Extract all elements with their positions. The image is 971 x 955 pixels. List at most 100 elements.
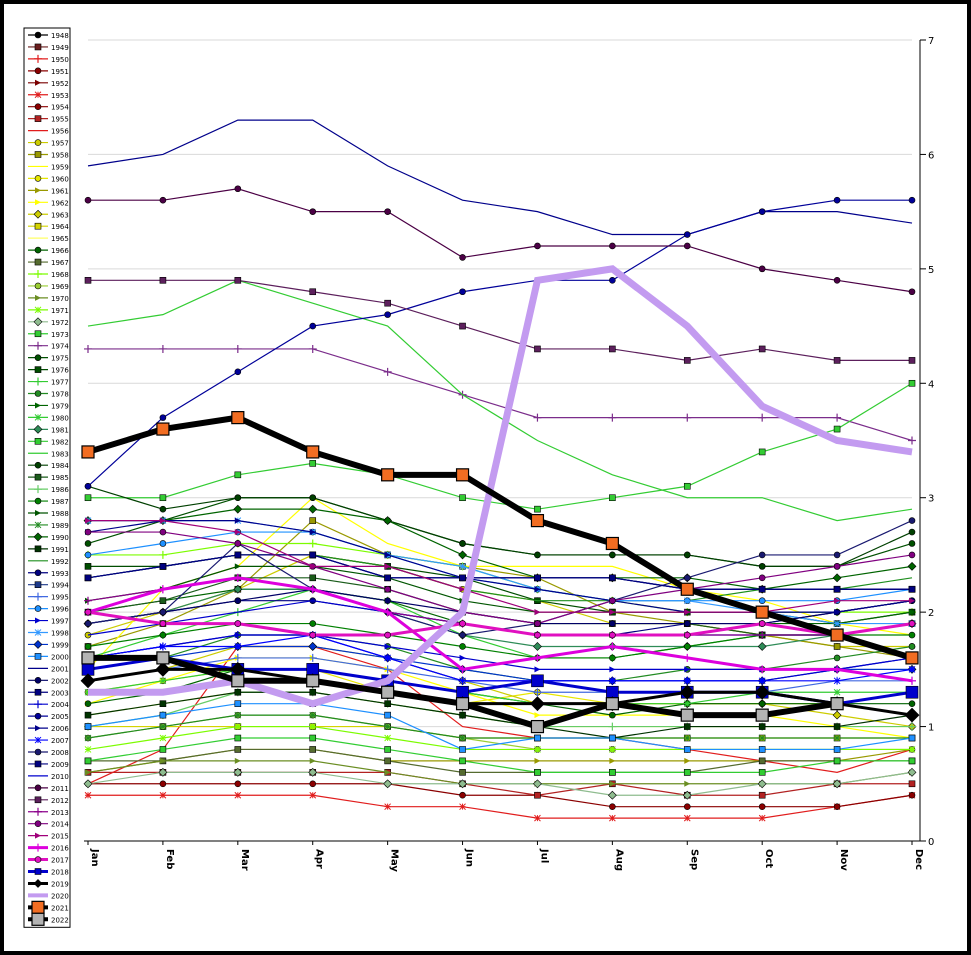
series-line (87, 691, 913, 739)
data-point (683, 734, 691, 742)
series-line (88, 794, 913, 819)
data-point (533, 653, 542, 662)
legend-label: 2019 (51, 880, 69, 888)
data-point (159, 563, 167, 570)
data-point (758, 791, 766, 799)
data-point (159, 597, 167, 605)
series-line (87, 667, 913, 717)
legend-item: 2015 (28, 832, 69, 841)
legend-swatch-marker (31, 900, 45, 914)
data-point (384, 711, 391, 719)
series-2015 (85, 517, 915, 616)
data-point (234, 688, 242, 696)
data-point (758, 551, 766, 559)
legend-label: 1995 (51, 594, 69, 602)
data-point (233, 573, 242, 582)
data-point (384, 551, 391, 558)
data-point (384, 597, 391, 605)
data-point (683, 597, 691, 605)
legend-swatch-marker (34, 545, 42, 553)
data-point (459, 574, 466, 582)
data-point (84, 723, 92, 730)
data-point (833, 677, 841, 685)
data-point (533, 413, 542, 422)
legend-item: 1994 (28, 581, 69, 590)
legend-item: 1968 (28, 270, 69, 279)
x-tick-label: Apr (314, 849, 325, 869)
legend-item: 1982 (28, 437, 69, 446)
data-point (234, 551, 242, 559)
data-point (158, 767, 168, 777)
data-point (459, 654, 466, 661)
data-point (608, 722, 617, 731)
legend-item: 2013 (28, 807, 69, 817)
data-point (309, 688, 317, 696)
data-point (609, 242, 616, 250)
data-point (306, 674, 320, 688)
legend-swatch-marker (33, 209, 43, 219)
series-1989 (84, 711, 916, 742)
data-point (384, 585, 391, 593)
data-point (459, 540, 466, 547)
legend-item: 1974 (28, 341, 69, 351)
data-point (757, 779, 767, 789)
data-point (234, 643, 242, 650)
legend-label: 1981 (51, 426, 69, 434)
series-2000 (84, 700, 916, 753)
data-point (233, 344, 242, 353)
legend-swatch-marker (34, 222, 42, 230)
x-tick-label: Oct (763, 849, 774, 868)
data-point (908, 436, 916, 445)
data-point (381, 685, 395, 699)
legend-swatch-marker (35, 199, 41, 206)
legend-label: 1978 (51, 391, 69, 399)
legend-item: 1987 (28, 497, 69, 506)
data-point (159, 494, 167, 502)
data-point (159, 540, 167, 547)
data-point (234, 791, 242, 799)
legend-swatch-marker (34, 676, 42, 684)
data-point (683, 242, 691, 250)
legend-label: 2007 (51, 737, 69, 745)
legend-swatch-marker (31, 912, 45, 926)
legend-swatch-marker (35, 187, 41, 194)
legend-label: 2017 (51, 857, 69, 865)
data-point (159, 700, 167, 707)
data-point (534, 791, 541, 799)
legend-label: 2000 (51, 653, 69, 661)
legend-item: 2008 (28, 748, 69, 757)
legend-swatch-marker (34, 736, 42, 744)
legend-swatch-marker (35, 294, 41, 301)
data-point (758, 208, 766, 215)
data-point (84, 757, 92, 765)
data-point (830, 697, 844, 711)
data-point (758, 620, 766, 627)
data-point (458, 779, 467, 789)
legend-item: 2006 (28, 725, 69, 733)
legend-label: 1959 (51, 163, 69, 171)
data-point (609, 631, 616, 639)
data-point (832, 710, 842, 720)
x-tick-label: Feb (164, 849, 175, 869)
data-point (234, 563, 241, 570)
data-point (833, 654, 841, 662)
legend-label: 1993 (51, 570, 69, 578)
data-point (758, 265, 766, 273)
legend-label: 2003 (51, 689, 69, 697)
legend-label: 1986 (51, 486, 69, 494)
series-line (88, 279, 912, 362)
data-point (459, 769, 466, 776)
legend-label: 1998 (51, 630, 69, 638)
series-layer (80, 119, 920, 822)
data-point (907, 561, 917, 571)
legend-item: 1949 (28, 43, 69, 52)
legend-label: 2004 (51, 701, 69, 709)
legend: 1948 1949 1950 1951 1952 1953 1954 1955 1956 1957… (23, 27, 71, 928)
series-2022 (81, 651, 844, 734)
data-point (159, 734, 167, 742)
data-point (609, 654, 616, 662)
data-point (84, 620, 92, 627)
data-point (608, 413, 617, 422)
data-point (683, 814, 691, 822)
legend-swatch-marker (34, 473, 42, 481)
